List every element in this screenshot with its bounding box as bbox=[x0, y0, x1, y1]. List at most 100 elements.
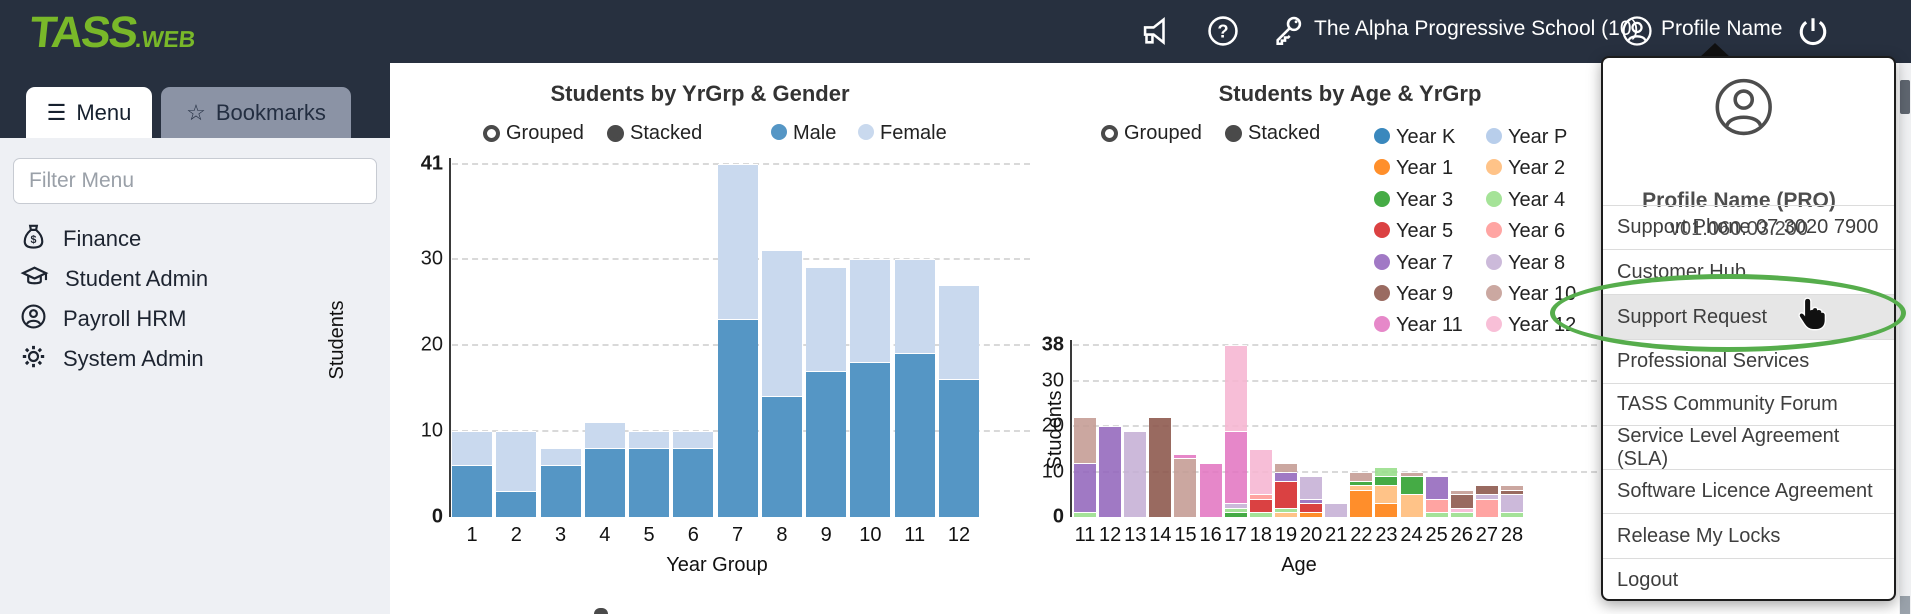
radio-stacked-age_yrgrp[interactable]: Stacked bbox=[1225, 122, 1320, 145]
bar-age_yrgrp-17-year-3 bbox=[1224, 512, 1247, 517]
xtick-age_yrgrp-25: 25 bbox=[1425, 524, 1448, 546]
xtick-yrgrp_gender-2: 2 bbox=[510, 524, 522, 546]
radio-selected-icon bbox=[607, 125, 624, 142]
xtick-age_yrgrp-22: 22 bbox=[1350, 524, 1373, 546]
legend-label-male[interactable]: Male bbox=[793, 122, 837, 144]
y-axis-yrgrp_gender bbox=[449, 158, 451, 517]
tab-bookmarks-label: Bookmarks bbox=[215, 99, 326, 125]
person-badge-icon bbox=[20, 303, 47, 336]
radio-grouped-yrgrp_gender[interactable]: Grouped bbox=[483, 122, 584, 145]
xtick-age_yrgrp-26: 26 bbox=[1450, 524, 1473, 546]
sidebar-item-finance[interactable]: $ Finance bbox=[0, 219, 390, 259]
xtick-yrgrp_gender-12: 12 bbox=[947, 524, 971, 546]
profile-name-button[interactable]: Profile Name bbox=[1661, 17, 1783, 40]
legend-dot-year-k bbox=[1374, 128, 1390, 144]
tab-bookmarks[interactable]: ☆ Bookmarks bbox=[161, 87, 351, 138]
legend-label-year-9[interactable]: Year 9 bbox=[1396, 283, 1454, 305]
power-logout-icon[interactable] bbox=[1796, 14, 1830, 48]
xtick-age_yrgrp-18: 18 bbox=[1249, 524, 1272, 546]
tass-web-logo[interactable]: TASS.WEB bbox=[27, 8, 198, 58]
xtick-age_yrgrp-28: 28 bbox=[1500, 524, 1524, 546]
bar-age_yrgrp-17-year-12 bbox=[1224, 345, 1247, 431]
svg-text:?: ? bbox=[1217, 20, 1228, 41]
ytick-yrgrp_gender-10: 10 bbox=[420, 419, 443, 442]
bar-yrgrp_gender-5-female bbox=[629, 430, 670, 449]
x-axis-title-age_yrgrp: Age bbox=[1281, 554, 1317, 576]
legend-label-year-11[interactable]: Year 11 bbox=[1396, 314, 1463, 337]
sidebar-item-system-admin[interactable]: System Admin bbox=[0, 339, 390, 379]
bar-yrgrp_gender-8-female bbox=[761, 250, 802, 397]
dropdown-item-service-level-agreement-sla-[interactable]: Service Level Agreement (SLA) bbox=[1603, 425, 1894, 470]
legend-dot-year-5 bbox=[1374, 222, 1390, 239]
legend-label-year-2[interactable]: Year 2 bbox=[1508, 157, 1566, 180]
legend-dot-year-11 bbox=[1374, 316, 1390, 333]
page-scrollbar-thumb[interactable] bbox=[1900, 80, 1910, 114]
radio-grouped-age_yrgrp[interactable]: Grouped bbox=[1101, 122, 1202, 145]
bar-age_yrgrp-28-year-9 bbox=[1501, 489, 1524, 495]
bar-yrgrp_gender-10-female bbox=[850, 258, 891, 362]
page-scrollbar-track[interactable] bbox=[1899, 63, 1911, 614]
bar-age_yrgrp-19-year-10 bbox=[1274, 462, 1297, 472]
help-icon[interactable]: ? bbox=[1206, 14, 1240, 48]
legend-label-year-k[interactable]: Year K bbox=[1396, 126, 1456, 148]
dropdown-item-logout[interactable]: Logout bbox=[1603, 558, 1894, 601]
bar-age_yrgrp-26-year-9 bbox=[1450, 494, 1473, 508]
sidebar-item-label: Finance bbox=[63, 226, 142, 251]
legend-label-year-8[interactable]: Year 8 bbox=[1508, 251, 1566, 274]
filter-menu-input[interactable] bbox=[13, 158, 377, 204]
dropdown-item-software-licence-agreement[interactable]: Software Licence Agreement bbox=[1603, 469, 1894, 513]
legend-label-year-5[interactable]: Year 5 bbox=[1396, 220, 1454, 243]
legend-label-year-3[interactable]: Year 3 bbox=[1396, 188, 1454, 211]
bar-yrgrp_gender-5-male bbox=[629, 448, 670, 517]
gridline-age_yrgrp-10 bbox=[1073, 470, 1597, 473]
y-axis-title-yrgrp_gender: Students bbox=[326, 300, 348, 380]
bar-age_yrgrp-23-year-2 bbox=[1375, 485, 1398, 504]
page-scrollbar-button[interactable] bbox=[1900, 596, 1910, 614]
current-school[interactable]: The Alpha Progressive School (10) bbox=[1314, 17, 1639, 40]
legend-label-year-p[interactable]: Year P bbox=[1508, 126, 1568, 148]
bar-yrgrp_gender-1-male bbox=[452, 465, 492, 517]
ytick-yrgrp_gender-0: 0 bbox=[431, 505, 443, 528]
key-icon[interactable] bbox=[1272, 14, 1306, 48]
legend-label-year-7[interactable]: Year 7 bbox=[1396, 251, 1454, 274]
bar-age_yrgrp-26-year-4 bbox=[1450, 512, 1473, 517]
bar-age_yrgrp-11-year-7 bbox=[1074, 462, 1096, 513]
tab-menu[interactable]: ☰ Menu bbox=[26, 87, 152, 138]
dropdown-item-support-phone-07-3020-7900[interactable]: Support Phone 07 3020 7900 bbox=[1603, 205, 1894, 249]
xtick-age_yrgrp-17: 17 bbox=[1224, 524, 1247, 546]
bar-age_yrgrp-27-year-9 bbox=[1475, 485, 1498, 495]
legend-label-female[interactable]: Female bbox=[880, 122, 947, 144]
announcements-megaphone-icon[interactable] bbox=[1138, 14, 1172, 48]
bar-age_yrgrp-23-year-4 bbox=[1375, 467, 1398, 477]
radio-stacked-yrgrp_gender[interactable]: Stacked bbox=[607, 122, 702, 145]
bar-age_yrgrp-24-year-10 bbox=[1400, 471, 1423, 477]
profile-icon[interactable] bbox=[1620, 14, 1654, 48]
bar-age_yrgrp-25-year-4 bbox=[1425, 512, 1448, 517]
bar-age_yrgrp-21-year-8 bbox=[1325, 503, 1348, 517]
legend-label-year-6[interactable]: Year 6 bbox=[1508, 220, 1566, 243]
xtick-yrgrp_gender-4: 4 bbox=[599, 524, 611, 546]
sidebar-item-student-admin[interactable]: Student Admin bbox=[0, 259, 390, 299]
bar-age_yrgrp-24-year-3 bbox=[1400, 476, 1423, 495]
xtick-age_yrgrp-16: 16 bbox=[1199, 524, 1222, 546]
star-icon: ☆ bbox=[186, 99, 206, 125]
dropdown-profile-name: Profile Name (PRO) bbox=[1642, 189, 1836, 212]
bar-yrgrp_gender-11-female bbox=[894, 258, 935, 354]
legend-label-year-4[interactable]: Year 4 bbox=[1508, 188, 1566, 211]
ytick-yrgrp_gender-20: 20 bbox=[420, 333, 443, 356]
sidebar-item-payroll-hrm[interactable]: Payroll HRM bbox=[0, 299, 390, 339]
xtick-yrgrp_gender-7: 7 bbox=[732, 524, 744, 546]
logo-main: TASS bbox=[27, 8, 139, 57]
bar-yrgrp_gender-2-female bbox=[496, 430, 537, 492]
legend-label-year-1[interactable]: Year 1 bbox=[1396, 157, 1454, 180]
radio-label: Grouped bbox=[1124, 122, 1202, 144]
bar-yrgrp_gender-8-male bbox=[761, 396, 802, 517]
bar-age_yrgrp-11-year-4 bbox=[1074, 512, 1096, 517]
dropdown-item-tass-community-forum[interactable]: TASS Community Forum bbox=[1603, 383, 1894, 425]
dropdown-item-release-my-locks[interactable]: Release My Locks bbox=[1603, 513, 1894, 558]
radio-label: Grouped bbox=[506, 122, 584, 144]
xtick-yrgrp_gender-8: 8 bbox=[776, 524, 788, 546]
bar-age_yrgrp-22-year-3 bbox=[1350, 480, 1373, 486]
bar-yrgrp_gender-6-male bbox=[673, 448, 714, 517]
xtick-yrgrp_gender-10: 10 bbox=[859, 524, 882, 546]
